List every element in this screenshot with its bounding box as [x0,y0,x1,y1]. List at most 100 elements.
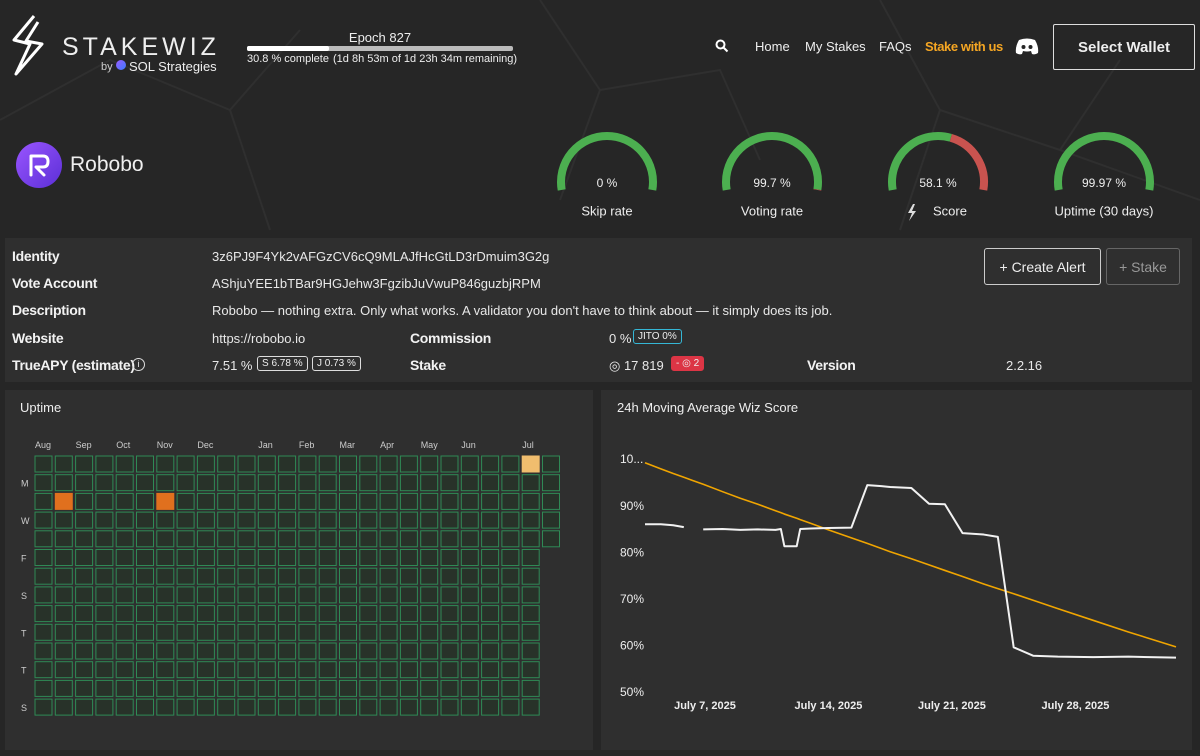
series-line [644,462,1177,648]
uptime-cell [34,474,53,492]
uptime-cell [440,567,459,585]
avatar [16,142,62,188]
uptime-cell [359,567,378,585]
uptime-cell [257,567,276,585]
uptime-cell [217,586,236,604]
gauges: 0 % Skip rate 99.7 % Voting rate 58.1 % Score… [557,132,1154,221]
uptime-cell [339,586,357,604]
uptime-cell [196,474,215,492]
wallet-button[interactable]: Select Wallet [1053,24,1195,70]
uptime-cell [359,530,378,548]
uptime-cell [399,455,418,473]
detail-label: TrueAPY (estimate) [12,357,135,373]
uptime-cell [521,492,540,510]
uptime-cell [318,492,337,510]
uptime-cell [156,605,175,623]
uptime-cell [115,530,134,548]
search-icon[interactable] [715,39,729,53]
uptime-cell [278,642,297,660]
uptime-cell [440,474,459,492]
uptime-cell [34,492,53,510]
uptime-cell [420,661,439,679]
uptime-cell [318,679,337,697]
uptime-cell [278,567,297,585]
uptime-cell [217,567,236,585]
month-label: Feb [299,440,315,450]
uptime-cell [379,530,398,548]
gauge-title: Uptime (30 days) [1055,203,1154,218]
uptime-cell [379,698,398,716]
uptime-cell [379,567,398,585]
uptime-cell [95,549,114,566]
uptime-cell [460,605,479,623]
gauge-arc [722,132,822,191]
uptime-cell [298,586,317,604]
uptime-cell [542,530,560,548]
uptime-cell [379,605,398,623]
uptime-cell [54,567,73,585]
discord-icon[interactable] [1015,37,1039,55]
uptime-cell [136,530,154,548]
uptime-cell [440,698,459,716]
uptime-cell [34,623,53,641]
uptime-cell [339,511,357,529]
nav-link[interactable]: FAQs [879,39,912,54]
uptime-cell [420,549,439,566]
uptime-cell [54,511,73,529]
month-label: Dec [197,440,214,450]
uptime-cell [136,549,154,566]
gauge-arc [888,132,952,191]
remaining: (1d 8h 53m of 1d 23h 34m remaining) [333,53,518,65]
uptime-cell [237,567,256,585]
uptime-cell [136,492,154,510]
uptime-cell [34,605,53,623]
uptime-cell [420,567,439,585]
y-tick-label: 10... [620,452,643,466]
create-alert-button[interactable]: + Create Alert [984,248,1101,285]
uptime-cell [318,661,337,679]
uptime-cell [440,679,459,697]
uptime-cell [196,567,215,585]
gauge-value: 99.97 % [1082,176,1126,190]
uptime-cell [176,623,195,641]
uptime-cell [54,698,73,716]
uptime-cell [237,530,256,548]
uptime-cell [217,455,236,473]
uptime-cell [156,530,175,548]
y-tick-label: 90% [620,499,644,513]
info-icon[interactable]: i [132,358,145,371]
uptime-cell [95,455,114,473]
uptime-cell [217,661,236,679]
detail-label: Commission [410,330,492,346]
uptime-cell [521,530,540,548]
uptime-cell [440,530,459,548]
nav-link[interactable]: My Stakes [805,39,866,54]
nav-link[interactable]: Stake with us [925,39,1003,54]
uptime-cell [298,567,317,585]
uptime-cell [379,586,398,604]
uptime-cell [136,623,154,641]
uptime-cell [136,605,154,623]
uptime-cell [501,492,520,510]
uptime-cell [95,642,114,660]
uptime-cell [339,549,357,566]
month-label: Aug [35,440,51,450]
uptime-cell [34,642,53,660]
uptime-cell [176,586,195,604]
nav-link[interactable]: Home [755,39,790,54]
uptime-cell [481,698,500,716]
uptime-cell [278,455,297,473]
uptime-cell [115,605,134,623]
uptime-cell [95,511,114,529]
uptime-cell [339,567,357,585]
uptime-cell [196,605,215,623]
badge: JITO 0% [633,329,682,344]
stake-button[interactable]: + Stake [1106,248,1180,285]
uptime-cell [176,642,195,660]
gauge-arc [557,132,657,191]
uptime-cell [115,549,134,566]
detail-label: Stake [410,357,446,373]
uptime-cell [196,549,215,566]
uptime-cell [420,605,439,623]
